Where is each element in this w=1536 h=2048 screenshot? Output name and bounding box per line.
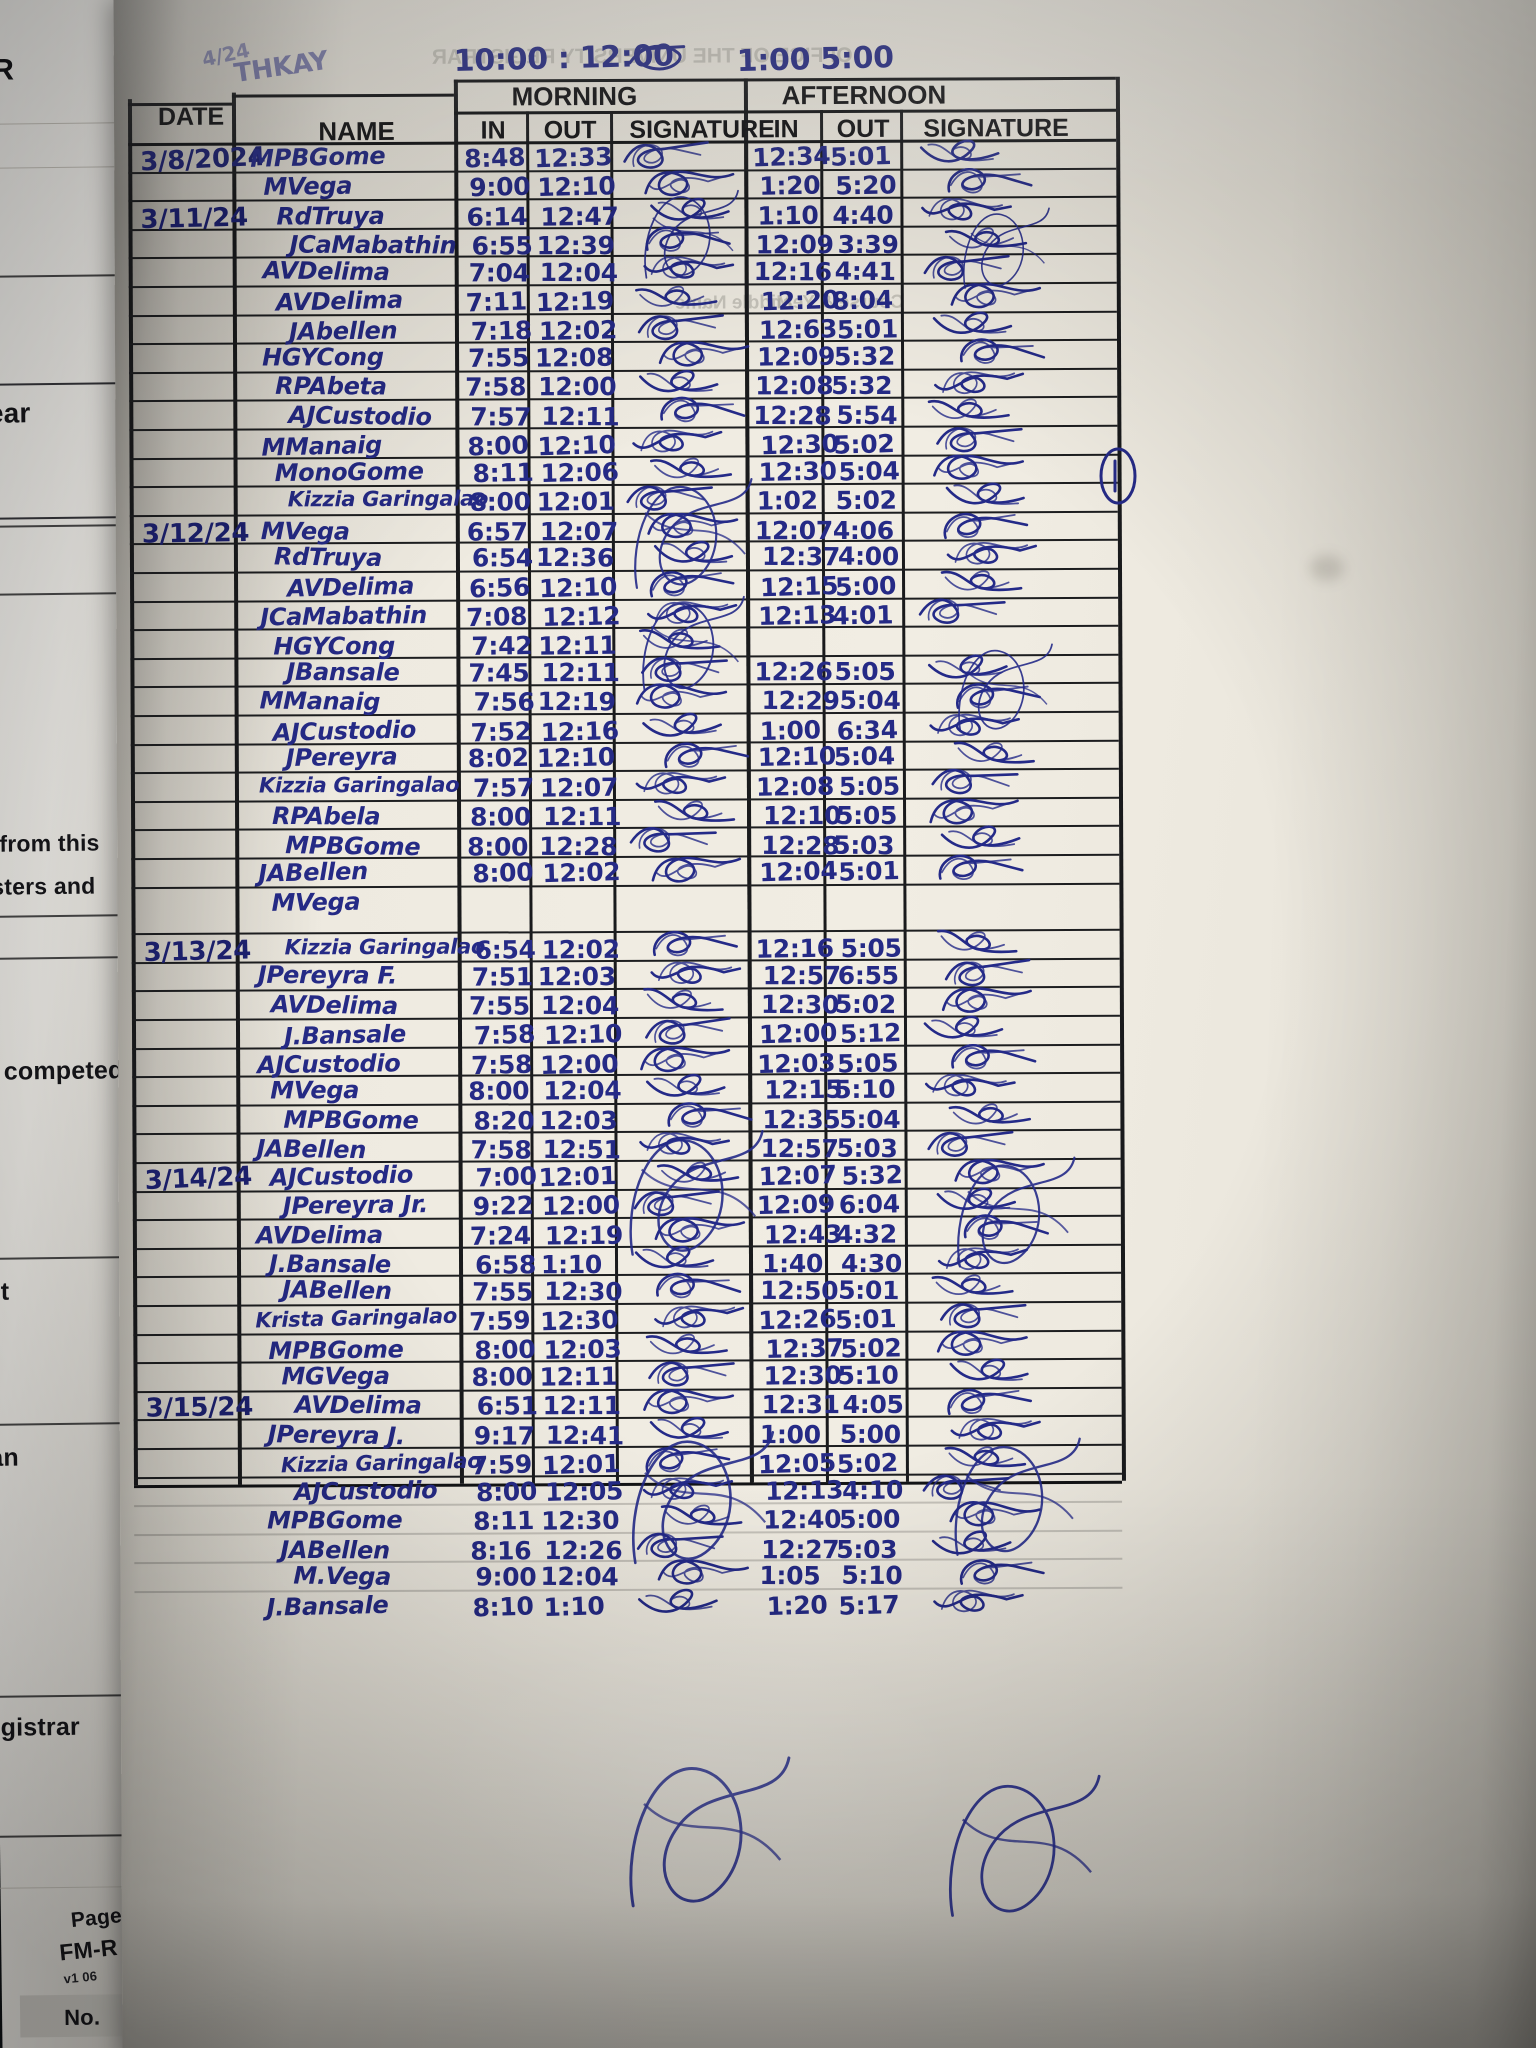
paper-smudge — [1310, 555, 1344, 581]
left-label-registrar: egistrar — [0, 1712, 81, 1742]
left-label-esters-and: esters and — [0, 872, 96, 900]
page-glare — [420, 1620, 980, 1920]
left-label-page: Page — [69, 1904, 123, 1933]
left-label-an: an — [0, 1443, 20, 1472]
left-label-no: No. — [63, 2004, 101, 2031]
left-label-from-this: e from this — [0, 829, 100, 857]
left-label-y-competed: y competed — [0, 1056, 124, 1086]
page-glare-top — [760, 20, 1280, 220]
left-label-nt: nt — [0, 1277, 10, 1306]
left-label-fm-r: FM-R — [58, 1933, 119, 1966]
left-label-ar: AR — [0, 53, 15, 88]
